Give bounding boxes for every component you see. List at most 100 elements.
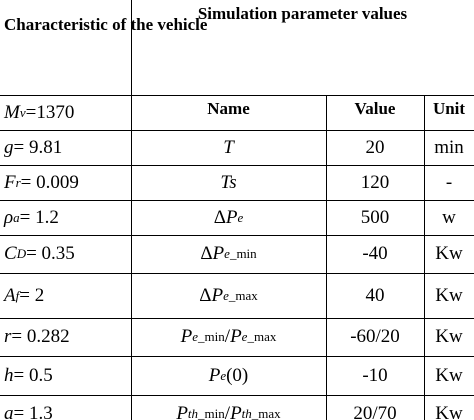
text-segment: T [223, 136, 234, 158]
table-cell: Kw [435, 284, 463, 306]
vehicle-parameter: r = 0.282 [0, 318, 131, 356]
text-segment: P [225, 206, 238, 228]
table-cell: 20 [365, 136, 385, 158]
text-segment: / [224, 402, 231, 420]
table-cell: Kw [435, 326, 463, 347]
text-segment: r [4, 326, 12, 347]
text-segment: _max [251, 405, 281, 420]
text-segment: = 1.2 [19, 206, 59, 228]
text-segment: / [224, 326, 231, 347]
text-segment: =1370 [25, 101, 75, 123]
table-cell: min [434, 136, 464, 158]
text-segment: Δ [213, 206, 226, 228]
header-right: Simulation parameter values [197, 4, 408, 23]
text-segment: M [4, 101, 20, 123]
row-border [0, 95, 474, 96]
table-cell: - [445, 171, 453, 193]
text-segment: P [212, 243, 225, 264]
row-border [0, 200, 474, 201]
table-cell: T [131, 130, 326, 165]
text-segment: P [230, 402, 242, 420]
text-segment: = 0.009 [20, 171, 79, 193]
text-segment: P [208, 364, 221, 386]
text-segment: _min [198, 405, 225, 420]
table-cell: 500 [360, 206, 390, 228]
text-segment: P [230, 326, 242, 347]
text-segment: F [4, 171, 16, 193]
text-segment: a [13, 209, 20, 225]
table-cell: 120 [360, 171, 390, 193]
row-border [0, 235, 474, 236]
table-cell: Kw [435, 243, 463, 264]
column-header: Value [354, 99, 396, 118]
text-segment: a [4, 402, 14, 420]
text-segment: = 2 [19, 284, 45, 306]
text-segment: P [180, 326, 193, 347]
text-segment: Ts [220, 171, 237, 193]
text-segment: e [220, 367, 227, 383]
text-segment: e [237, 209, 244, 225]
vehicle-parameter: a = 1.3 [0, 395, 131, 420]
row-border [0, 165, 474, 166]
column-header: Name [207, 99, 250, 118]
text-segment: D [16, 246, 27, 261]
text-segment: P [211, 284, 224, 306]
table-cell: -40 [362, 243, 388, 264]
text-segment: = 9.81 [13, 136, 63, 158]
table-cell: w [442, 206, 456, 228]
table-cell: Ts [131, 165, 326, 200]
table-cell: Kw [435, 364, 463, 386]
row-border [0, 318, 474, 319]
text-segment: _max [228, 287, 258, 303]
row-border [0, 130, 474, 131]
text-segment: v [19, 104, 26, 120]
text-segment: e [192, 329, 199, 344]
text-segment: e [241, 329, 248, 344]
table-cell: Kw [435, 402, 463, 420]
text-segment: _max [247, 329, 277, 344]
text-segment: _min [198, 329, 225, 344]
row-border [0, 273, 474, 274]
vehicle-parameter: h = 0.5 [0, 356, 131, 395]
text-segment: P [176, 402, 188, 420]
text-segment: f [15, 287, 20, 303]
text-segment: g [4, 136, 14, 158]
text-segment: ρ [4, 206, 14, 228]
text-segment: r [15, 174, 21, 190]
table-cell: -60/20 [350, 326, 400, 347]
text-segment: th [241, 405, 252, 420]
col-border [131, 0, 132, 420]
text-segment: C [4, 243, 17, 264]
column-header: Unit [432, 99, 466, 118]
text-segment: th [187, 405, 199, 420]
text-segment: _min [229, 246, 257, 261]
text-segment: e [224, 246, 230, 261]
vehicle-parameter: g = 9.81 [0, 130, 131, 165]
text-segment: = 0.282 [11, 326, 70, 347]
table-cell: 20/70 [353, 402, 397, 420]
text-segment: h [4, 364, 14, 386]
text-segment: Δ [199, 284, 212, 306]
row-border [0, 356, 474, 357]
text-segment: = 0.5 [13, 364, 53, 386]
table-cell: 40 [365, 284, 385, 306]
row-border [0, 395, 474, 396]
text-segment: = 1.3 [13, 402, 53, 420]
text-segment: = 0.35 [26, 243, 75, 264]
text-segment: (0) [226, 364, 249, 386]
text-segment: A [4, 284, 16, 306]
col-border [326, 95, 327, 420]
text-segment: Δ [200, 243, 213, 264]
col-border [424, 95, 425, 420]
table-cell: -10 [362, 364, 388, 386]
